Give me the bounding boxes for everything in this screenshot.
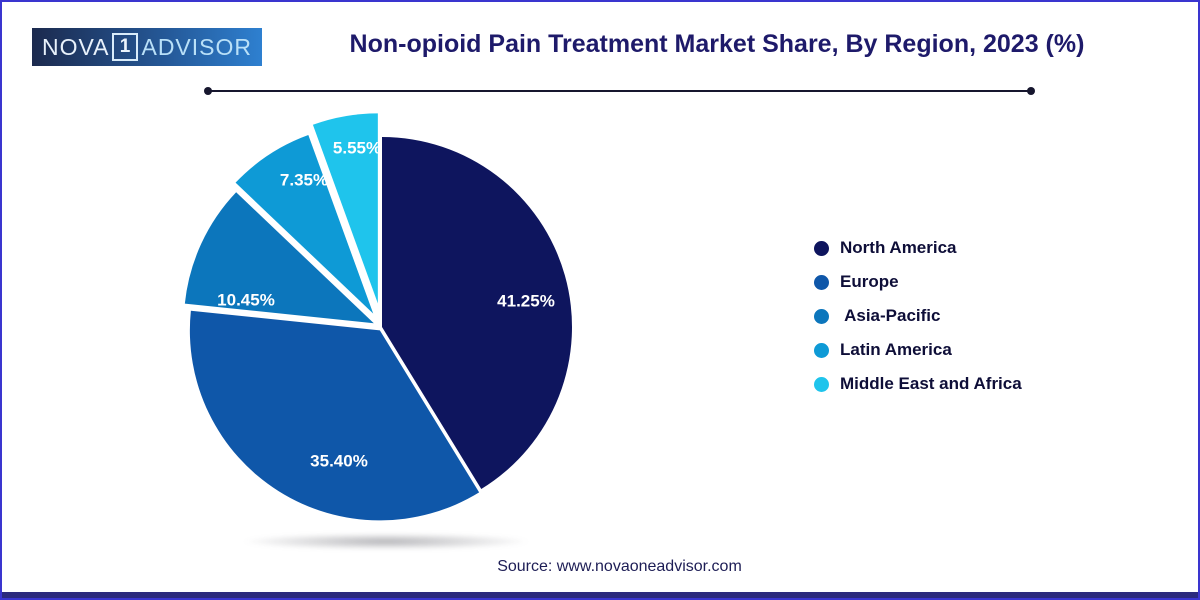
chart-title: Non-opioid Pain Treatment Market Share, …	[349, 30, 1085, 58]
title-divider-line	[204, 87, 1035, 95]
logo-text-advisor: ADVISOR	[141, 33, 253, 60]
pie-slice-label: 35.40%	[310, 451, 368, 470]
legend-swatch-icon	[814, 274, 829, 290]
legend-label: Europe	[840, 272, 899, 291]
pie-slice-middle-east-and-africa	[312, 113, 378, 304]
legend-label: Asia-Pacific	[840, 306, 941, 325]
source-text: Source: www.novaoneadvisor.com	[497, 558, 742, 575]
pie-slice-north-america	[382, 137, 572, 490]
pie-slice-label: 10.45%	[217, 290, 275, 309]
pie-slice-europe	[189, 310, 480, 521]
legend-swatch-icon	[814, 240, 829, 256]
nova-advisor-logo: NOVA 1 ADVISOR	[32, 28, 263, 66]
pie-slice-label: 41.25%	[497, 291, 555, 310]
logo-one-badge: 1	[112, 33, 139, 61]
legend: North America Europe Asia-Pacific Latin Am…	[814, 238, 1022, 408]
pie-slice-latin-america	[235, 135, 374, 314]
legend-item-latin-america: Latin America	[814, 340, 1022, 360]
pie-chart-svg: 41.25% 35.40% 10.45% 7.35% 5.55%	[184, 113, 572, 521]
legend-item-north-america: North America	[814, 238, 1022, 258]
legend-swatch-icon	[814, 308, 829, 324]
logo-text-nova: NOVA	[42, 33, 110, 60]
legend-swatch-icon	[814, 376, 829, 392]
pie-slice-label: 7.35%	[280, 170, 328, 189]
legend-label: Latin America	[840, 340, 952, 359]
pie-slice-label: 5.55%	[333, 138, 381, 157]
legend-label: Middle East and Africa	[840, 374, 1022, 393]
legend-label: North America	[840, 238, 957, 257]
pie-slice-asia-pacific	[184, 192, 374, 324]
legend-item-europe: Europe	[814, 272, 1022, 292]
bottom-bar	[2, 592, 1198, 598]
legend-swatch-icon	[814, 342, 829, 358]
legend-item-asia-pacific: Asia-Pacific	[814, 306, 1022, 326]
pie-shadow	[240, 533, 532, 550]
legend-item-middle-east-and-africa: Middle East and Africa	[814, 374, 1022, 394]
